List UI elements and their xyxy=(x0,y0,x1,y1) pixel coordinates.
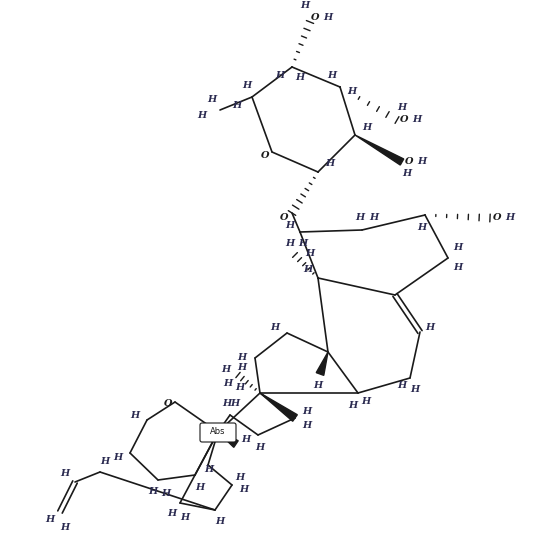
Text: H: H xyxy=(148,488,158,496)
Text: H: H xyxy=(412,115,422,124)
Text: H: H xyxy=(418,224,427,233)
Text: H: H xyxy=(198,110,207,120)
Text: O: O xyxy=(400,115,409,124)
Text: H: H xyxy=(397,103,406,113)
Text: H: H xyxy=(195,482,205,492)
Polygon shape xyxy=(316,352,328,375)
Text: H: H xyxy=(45,516,54,525)
Text: H: H xyxy=(205,465,214,474)
Text: H: H xyxy=(285,221,295,230)
Text: H: H xyxy=(453,264,462,272)
Text: H: H xyxy=(313,381,323,390)
FancyBboxPatch shape xyxy=(200,423,236,442)
Text: O: O xyxy=(261,151,269,160)
Text: H: H xyxy=(505,213,515,222)
Text: H: H xyxy=(255,443,265,452)
Text: H: H xyxy=(222,366,231,375)
Text: H: H xyxy=(324,13,333,23)
Text: H: H xyxy=(223,378,233,388)
Polygon shape xyxy=(355,135,404,165)
Text: H: H xyxy=(327,71,336,79)
Text: H: H xyxy=(418,158,427,167)
Text: H: H xyxy=(300,2,310,11)
Text: H: H xyxy=(235,473,245,481)
Text: H: H xyxy=(426,323,435,331)
Text: H: H xyxy=(60,470,69,479)
Text: H: H xyxy=(403,169,412,178)
Text: H: H xyxy=(305,249,315,257)
Text: H: H xyxy=(363,123,372,131)
Text: O: O xyxy=(311,13,319,23)
Text: H: H xyxy=(325,160,335,168)
Text: H: H xyxy=(180,512,190,522)
Text: O: O xyxy=(493,213,501,222)
Text: H: H xyxy=(370,212,379,221)
Text: H: H xyxy=(276,71,285,79)
Text: H: H xyxy=(270,324,280,332)
Text: H: H xyxy=(355,212,365,221)
Text: H: H xyxy=(303,265,312,274)
Text: H: H xyxy=(60,524,69,532)
Text: H: H xyxy=(241,435,250,444)
Text: H: H xyxy=(299,239,308,248)
Text: H: H xyxy=(167,509,177,517)
Text: H: H xyxy=(113,453,123,463)
Polygon shape xyxy=(218,432,238,448)
Text: H: H xyxy=(302,421,312,430)
Text: H: H xyxy=(130,411,139,420)
Polygon shape xyxy=(260,393,297,421)
Text: H: H xyxy=(235,383,245,391)
Text: O: O xyxy=(164,399,172,408)
Text: H: H xyxy=(348,87,357,96)
Text: H: H xyxy=(207,95,217,105)
Text: H: H xyxy=(453,243,462,252)
Text: H: H xyxy=(362,397,371,406)
Text: H: H xyxy=(238,363,247,373)
Text: H: H xyxy=(348,401,358,411)
Text: H: H xyxy=(215,517,225,526)
Text: H: H xyxy=(100,458,109,466)
Text: H: H xyxy=(302,407,312,416)
Text: H: H xyxy=(242,80,252,90)
Text: H: H xyxy=(161,489,171,498)
Text: H: H xyxy=(410,385,420,394)
Text: H: H xyxy=(232,101,241,109)
Text: H: H xyxy=(222,398,232,407)
Text: O: O xyxy=(280,213,288,222)
Text: H: H xyxy=(285,239,295,248)
Text: H: H xyxy=(230,398,240,407)
Text: O: O xyxy=(405,158,413,167)
Text: H: H xyxy=(397,382,406,391)
Text: Abs: Abs xyxy=(210,428,226,436)
Text: H: H xyxy=(238,354,247,362)
Text: H: H xyxy=(295,72,304,81)
Text: H: H xyxy=(239,486,249,495)
